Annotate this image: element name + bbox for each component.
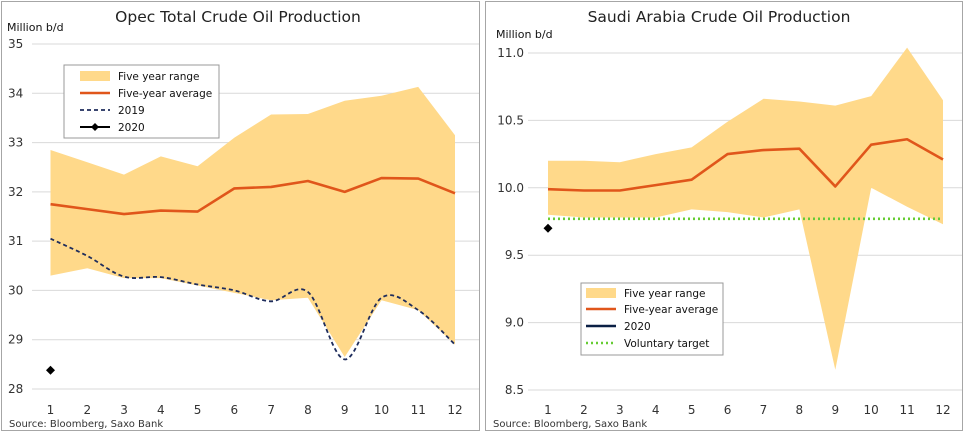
series-2020-marker bbox=[46, 365, 55, 375]
y-tick-label: 10.0 bbox=[497, 181, 524, 195]
x-tick-label: 10 bbox=[864, 403, 879, 417]
x-tick-label: 10 bbox=[374, 403, 389, 417]
legend-label-2019: 2019 bbox=[118, 105, 145, 117]
y-tick-label: 28 bbox=[8, 382, 23, 396]
y-tick-label: 33 bbox=[8, 136, 23, 150]
x-tick-label: 3 bbox=[616, 403, 624, 417]
chart-title: Opec Total Crude Oil Production bbox=[115, 8, 361, 26]
x-tick-label: 3 bbox=[120, 403, 128, 417]
y-axis-label: Million b/d bbox=[496, 28, 553, 41]
x-tick-label: 5 bbox=[688, 403, 696, 417]
x-tick-label: 11 bbox=[899, 403, 914, 417]
legend: Five year range Five-year average 2020 V… bbox=[580, 282, 724, 356]
x-tick-label: 1 bbox=[544, 403, 552, 417]
saudi-chart-panel: Saudi Arabia Crude Oil Production Millio… bbox=[485, 1, 963, 431]
legend-label-2020: 2020 bbox=[624, 321, 651, 333]
x-tick-label: 5 bbox=[194, 403, 202, 417]
source-note: Source: Bloomberg, Saxo Bank bbox=[493, 419, 647, 430]
x-tick-label: 4 bbox=[652, 403, 660, 417]
y-tick-label: 10.5 bbox=[497, 113, 524, 127]
legend-label-target: Voluntary target bbox=[624, 338, 709, 350]
x-tick-label: 6 bbox=[724, 403, 732, 417]
x-tick-label: 1 bbox=[47, 403, 55, 417]
y-tick-label: 29 bbox=[8, 333, 23, 347]
x-tick-label: 8 bbox=[304, 403, 312, 417]
x-tick-label: 8 bbox=[796, 403, 804, 417]
series-2020-marker bbox=[543, 223, 553, 233]
legend-swatch-range bbox=[586, 288, 616, 298]
legend-label-2020: 2020 bbox=[118, 122, 145, 134]
y-tick-label: 32 bbox=[8, 185, 23, 199]
chart-title: Saudi Arabia Crude Oil Production bbox=[588, 8, 851, 26]
legend: Five year range Five-year average 2019 2… bbox=[63, 64, 220, 139]
x-tick-label: 12 bbox=[447, 403, 462, 417]
five-year-average-line bbox=[50, 176, 456, 216]
y-tick-label: 11.0 bbox=[497, 46, 524, 60]
y-tick-label: 35 bbox=[8, 37, 23, 51]
y-tick-label: 30 bbox=[8, 283, 23, 297]
y-tick-label: 8.5 bbox=[505, 383, 524, 397]
x-tick-label: 12 bbox=[935, 403, 950, 417]
x-tick-label: 9 bbox=[831, 403, 839, 417]
five-year-average-line bbox=[547, 137, 944, 192]
opec-chart-panel: Opec Total Crude Oil Production Million … bbox=[1, 1, 480, 431]
legend-label-average: Five-year average bbox=[624, 304, 718, 316]
saudi-chart: Saudi Arabia Crude Oil Production Millio… bbox=[493, 8, 962, 430]
five-year-range-band bbox=[548, 47, 943, 370]
x-tick-label: 7 bbox=[267, 403, 275, 417]
y-tick-label: 34 bbox=[8, 86, 23, 100]
x-tick-label: 9 bbox=[341, 403, 349, 417]
legend-swatch-2020-marker bbox=[91, 123, 99, 131]
y-axis-label: Million b/d bbox=[7, 21, 64, 34]
legend-swatch-range bbox=[80, 71, 110, 81]
x-tick-label: 2 bbox=[83, 403, 91, 417]
opec-chart: Opec Total Crude Oil Production Million … bbox=[7, 8, 479, 430]
legend-label-range: Five year range bbox=[118, 71, 200, 83]
legend-label-range: Five year range bbox=[624, 288, 706, 300]
five-year-range-band bbox=[50, 86, 455, 358]
y-tick-label: 31 bbox=[8, 234, 23, 248]
x-tick-label: 2 bbox=[580, 403, 588, 417]
legend-label-average: Five-year average bbox=[118, 88, 212, 100]
x-tick-label: 7 bbox=[760, 403, 768, 417]
y-tick-label: 9.5 bbox=[505, 248, 524, 262]
x-tick-label: 11 bbox=[411, 403, 426, 417]
source-note: Source: Bloomberg, Saxo Bank bbox=[9, 419, 163, 430]
x-tick-label: 6 bbox=[231, 403, 239, 417]
y-tick-label: 9.0 bbox=[505, 316, 524, 330]
x-tick-label: 4 bbox=[157, 403, 165, 417]
